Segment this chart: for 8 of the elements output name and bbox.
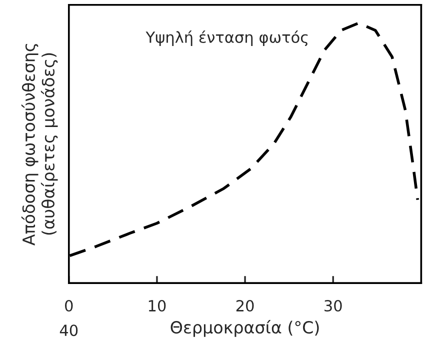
x-tick-label: 20 [236,300,254,312]
x-tick-label: 0 [65,300,73,312]
x-tick-label: 30 [324,300,342,312]
x-tick-label: 10 [148,300,166,312]
annotation: Υψηλή ένταση φωτός [146,30,308,46]
text: 40 [60,324,78,336]
x-axis-title: Θερμοκρασία (°C) [170,320,319,337]
y-axis-title: Απόδοση φωτοσύνθεσης (αυθαίρετες μονάδες) [21,44,58,246]
